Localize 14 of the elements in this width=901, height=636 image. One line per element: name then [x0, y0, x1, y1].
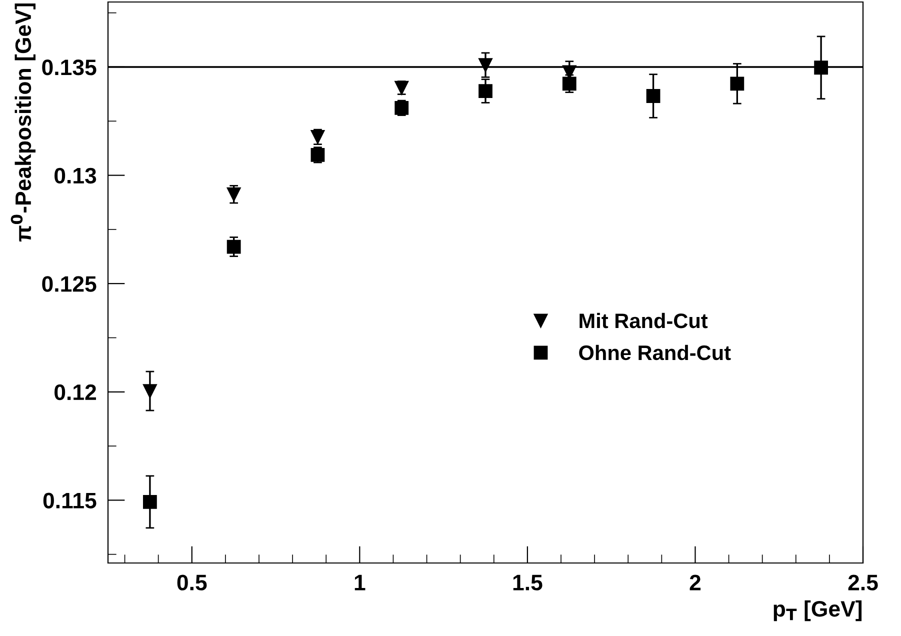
- y-tick-label: 0.12: [54, 384, 96, 400]
- x-tick-label: 2: [690, 574, 701, 590]
- x-tick-label: 0.5: [177, 574, 207, 590]
- x-axis-title: p$_{T}$ [GeV]: [774, 600, 862, 622]
- legend-label: Mit Rand-Cut: [580, 312, 708, 328]
- x-tick-label: 1.5: [513, 574, 542, 590]
- x-tick-label: 1: [354, 574, 366, 590]
- y-tick-label: 0.13: [54, 168, 96, 184]
- y-tick-label: 0.125: [42, 276, 96, 292]
- y-tick-label: 0.115: [43, 492, 96, 508]
- x-tick-label: 2.5: [848, 574, 878, 590]
- y-tick-label: 0.135: [42, 60, 96, 76]
- legend-label: Ohne Rand-Cut: [579, 344, 731, 360]
- y-axis-title: π$^{0}$-Peakposition [GeV]: [10, 3, 36, 242]
